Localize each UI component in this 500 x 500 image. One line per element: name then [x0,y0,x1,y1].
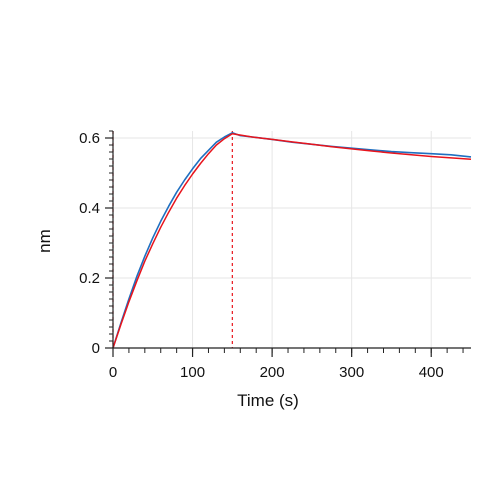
grid-lines [113,131,471,348]
series-layer [112,132,472,349]
y-tick-label: 0 [92,340,100,357]
x-tick-label: 300 [339,364,364,381]
axes [105,130,471,357]
fit-series-line [112,133,472,349]
x-tick-label: 100 [180,364,205,381]
y-tick-label: 0.6 [79,130,100,147]
y-axis-label: nm [35,229,54,253]
x-tick-label: 400 [419,364,444,381]
y-tick-label: 0.4 [79,200,100,217]
reference-lines [112,131,233,348]
y-tick-label: 0.2 [79,270,100,287]
x-axis-label: Time (s) [237,391,299,410]
tick-labels: 0 100 200 300 400 0 0.2 0.4 0.6 [79,130,444,381]
measured-series-line [112,132,472,349]
x-tick-label: 0 [109,364,117,381]
x-tick-label: 200 [260,364,285,381]
